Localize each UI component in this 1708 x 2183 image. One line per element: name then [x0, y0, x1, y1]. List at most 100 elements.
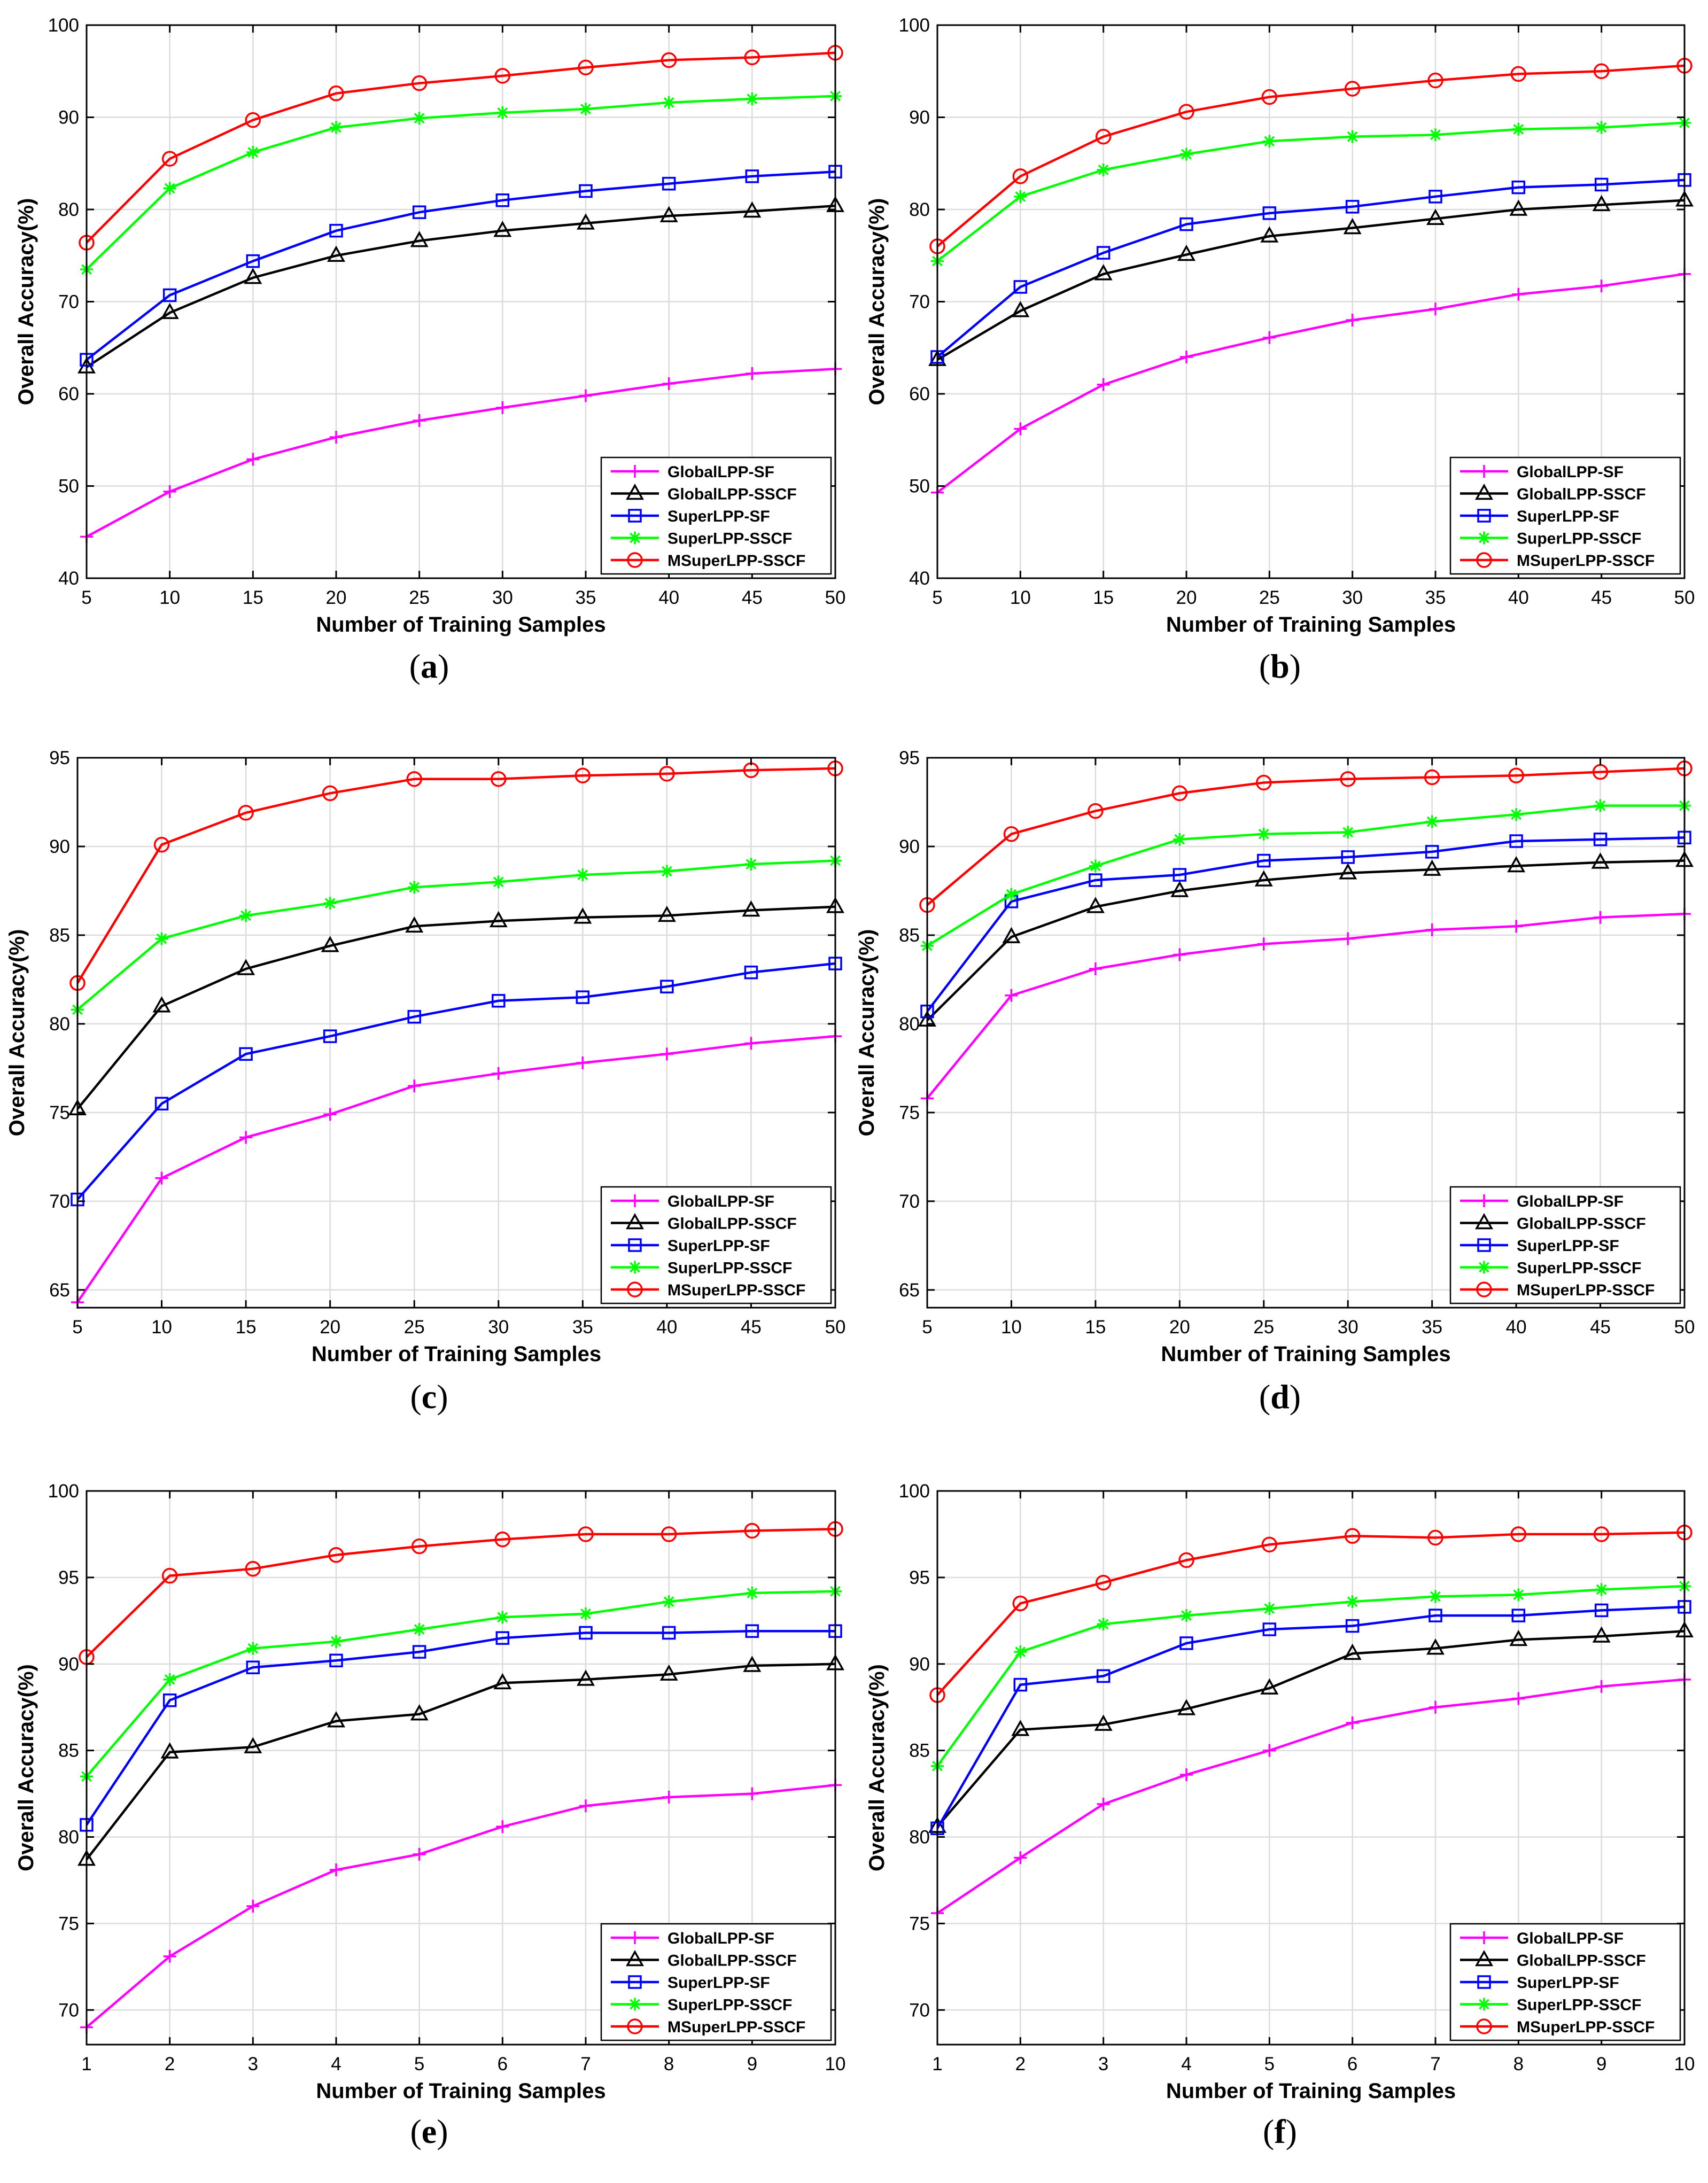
- series-SuperLPP-SF: [80, 1624, 842, 1832]
- x-tick-label: 5: [414, 2054, 424, 2075]
- legend-entry: GlobalLPP-SSCF: [611, 1213, 797, 1233]
- data-point: [1256, 774, 1272, 791]
- data-point: [163, 182, 176, 195]
- data-point: [659, 766, 675, 782]
- series-SuperLPP-SF: [80, 165, 842, 367]
- legend-label: SuperLPP-SF: [1517, 1237, 1619, 1255]
- legend-entry: GlobalLPP-SSCF: [1460, 1213, 1646, 1233]
- data-point: [744, 965, 758, 980]
- legend-marker: [627, 552, 643, 568]
- data-point: [239, 1131, 253, 1144]
- data-point: [1344, 1528, 1361, 1544]
- legend-marker: [627, 1281, 643, 1298]
- legend-label: GlobalLPP-SSCF: [1517, 1215, 1646, 1233]
- data-point: [410, 1704, 429, 1721]
- series-line: [936, 1584, 1685, 1767]
- x-tick-label: 40: [656, 1317, 677, 1338]
- data-point: [1340, 771, 1356, 787]
- legend-marker: [1478, 1998, 1490, 2011]
- data-point: [1088, 803, 1104, 819]
- legend-label: SuperLPP-SSCF: [1517, 1260, 1641, 1277]
- data-point: [1344, 81, 1361, 97]
- legend-entry: MSuperLPP-SSCF: [1460, 1281, 1655, 1299]
- series-line: [86, 170, 836, 361]
- x-tick-label: 20: [320, 1317, 340, 1338]
- data-point: [1346, 1716, 1359, 1729]
- series-line: [936, 1678, 1685, 1914]
- legend-label: GlobalLPP-SSCF: [1517, 1952, 1646, 1970]
- x-tick-label: 25: [404, 1317, 425, 1338]
- legend-marker: [1475, 1949, 1493, 1967]
- legend-marker: [1478, 531, 1490, 545]
- legend-entry: MSuperLPP-SSCF: [1460, 2018, 1655, 2036]
- legend-entry: GlobalLPP-SF: [611, 1193, 774, 1210]
- x-tick-label: 1: [81, 2054, 91, 2075]
- series-line: [86, 1784, 836, 2029]
- y-tick-label: 80: [58, 1827, 79, 1848]
- data-point: [1089, 859, 1102, 873]
- data-point: [1592, 1626, 1611, 1643]
- y-tick-label: 80: [899, 1014, 920, 1035]
- series-line: [76, 1035, 836, 1303]
- data-point: [1260, 1678, 1279, 1695]
- data-point: [1179, 217, 1193, 231]
- data-point: [576, 1056, 589, 1069]
- data-point: [1180, 147, 1193, 161]
- data-point: [1595, 1680, 1608, 1693]
- data-point: [413, 112, 426, 125]
- legend-label: GlobalLPP-SF: [667, 1930, 774, 1947]
- y-tick-label: 40: [58, 568, 79, 589]
- legend: GlobalLPP-SF GlobalLPP-SSCF SuperLPP-SF Sup…: [1449, 456, 1681, 575]
- series-line: [936, 121, 1685, 262]
- legend-entry: SuperLPP-SF: [1460, 508, 1619, 525]
- y-tick-label: 80: [58, 199, 79, 220]
- legend-label: GlobalLPP-SF: [1517, 1193, 1624, 1210]
- legend-label: SuperLPP-SF: [667, 1237, 770, 1255]
- data-point: [492, 1067, 505, 1080]
- data-point: [1097, 378, 1110, 391]
- y-tick-label: 70: [899, 1191, 920, 1212]
- legend-marker: [1477, 509, 1491, 523]
- data-point: [1346, 1595, 1359, 1609]
- data-point: [579, 389, 592, 402]
- data-point: [1594, 177, 1609, 192]
- data-point: [330, 1635, 343, 1648]
- data-point: [1595, 1583, 1608, 1596]
- data-point: [1014, 1851, 1027, 1865]
- legend: GlobalLPP-SF GlobalLPP-SSCF SuperLPP-SF Sup…: [600, 1186, 832, 1304]
- data-point: [245, 1560, 261, 1577]
- legend-label: SuperLPP-SF: [667, 1974, 770, 1992]
- y-tick-label: 85: [909, 1741, 930, 1761]
- data-point: [1177, 1699, 1195, 1715]
- series-line: [86, 368, 836, 538]
- data-point: [489, 911, 508, 928]
- y-tick-label: 100: [899, 15, 930, 36]
- x-tick-label: 30: [488, 1317, 509, 1338]
- data-point: [1512, 122, 1525, 136]
- series-line: [76, 767, 836, 984]
- y-axis-label: Overall Accuracy(%): [14, 1664, 38, 1871]
- legend-entry: MSuperLPP-SSCF: [611, 552, 805, 570]
- data-point: [495, 1631, 510, 1645]
- data-point: [1429, 128, 1442, 142]
- data-point: [1011, 301, 1030, 317]
- data-point: [1257, 937, 1270, 951]
- legend-entry: SuperLPP-SSCF: [611, 530, 792, 548]
- legend-marker: [1478, 465, 1490, 478]
- series-SuperLPP-SF: [920, 830, 1691, 1019]
- series-SuperLPP-SF: [71, 957, 842, 1207]
- data-point: [1094, 1714, 1113, 1731]
- y-tick-label: 100: [48, 1481, 79, 1502]
- chart-panel-c: 5 10 15 20 25 30 35 40 45 50 65 70 75 80 85 90 95 Number …: [5, 748, 845, 1416]
- x-tick-label: 45: [1590, 1317, 1611, 1338]
- chart-panel-f: 1 2 3 4 5 6 7 8 9 10 70 75 80 85 90 95 100 Number of Trai…: [865, 1481, 1695, 2150]
- data-point: [408, 881, 421, 894]
- x-tick-label: 2: [1015, 2054, 1026, 2075]
- y-tick-label: 95: [49, 748, 70, 768]
- data-point: [1339, 863, 1357, 880]
- series-GlobalLPP-SF: [80, 1778, 842, 2034]
- data-point: [746, 1787, 759, 1800]
- y-tick-label: 85: [899, 925, 920, 946]
- data-point: [321, 936, 339, 952]
- y-tick-label: 70: [58, 292, 79, 313]
